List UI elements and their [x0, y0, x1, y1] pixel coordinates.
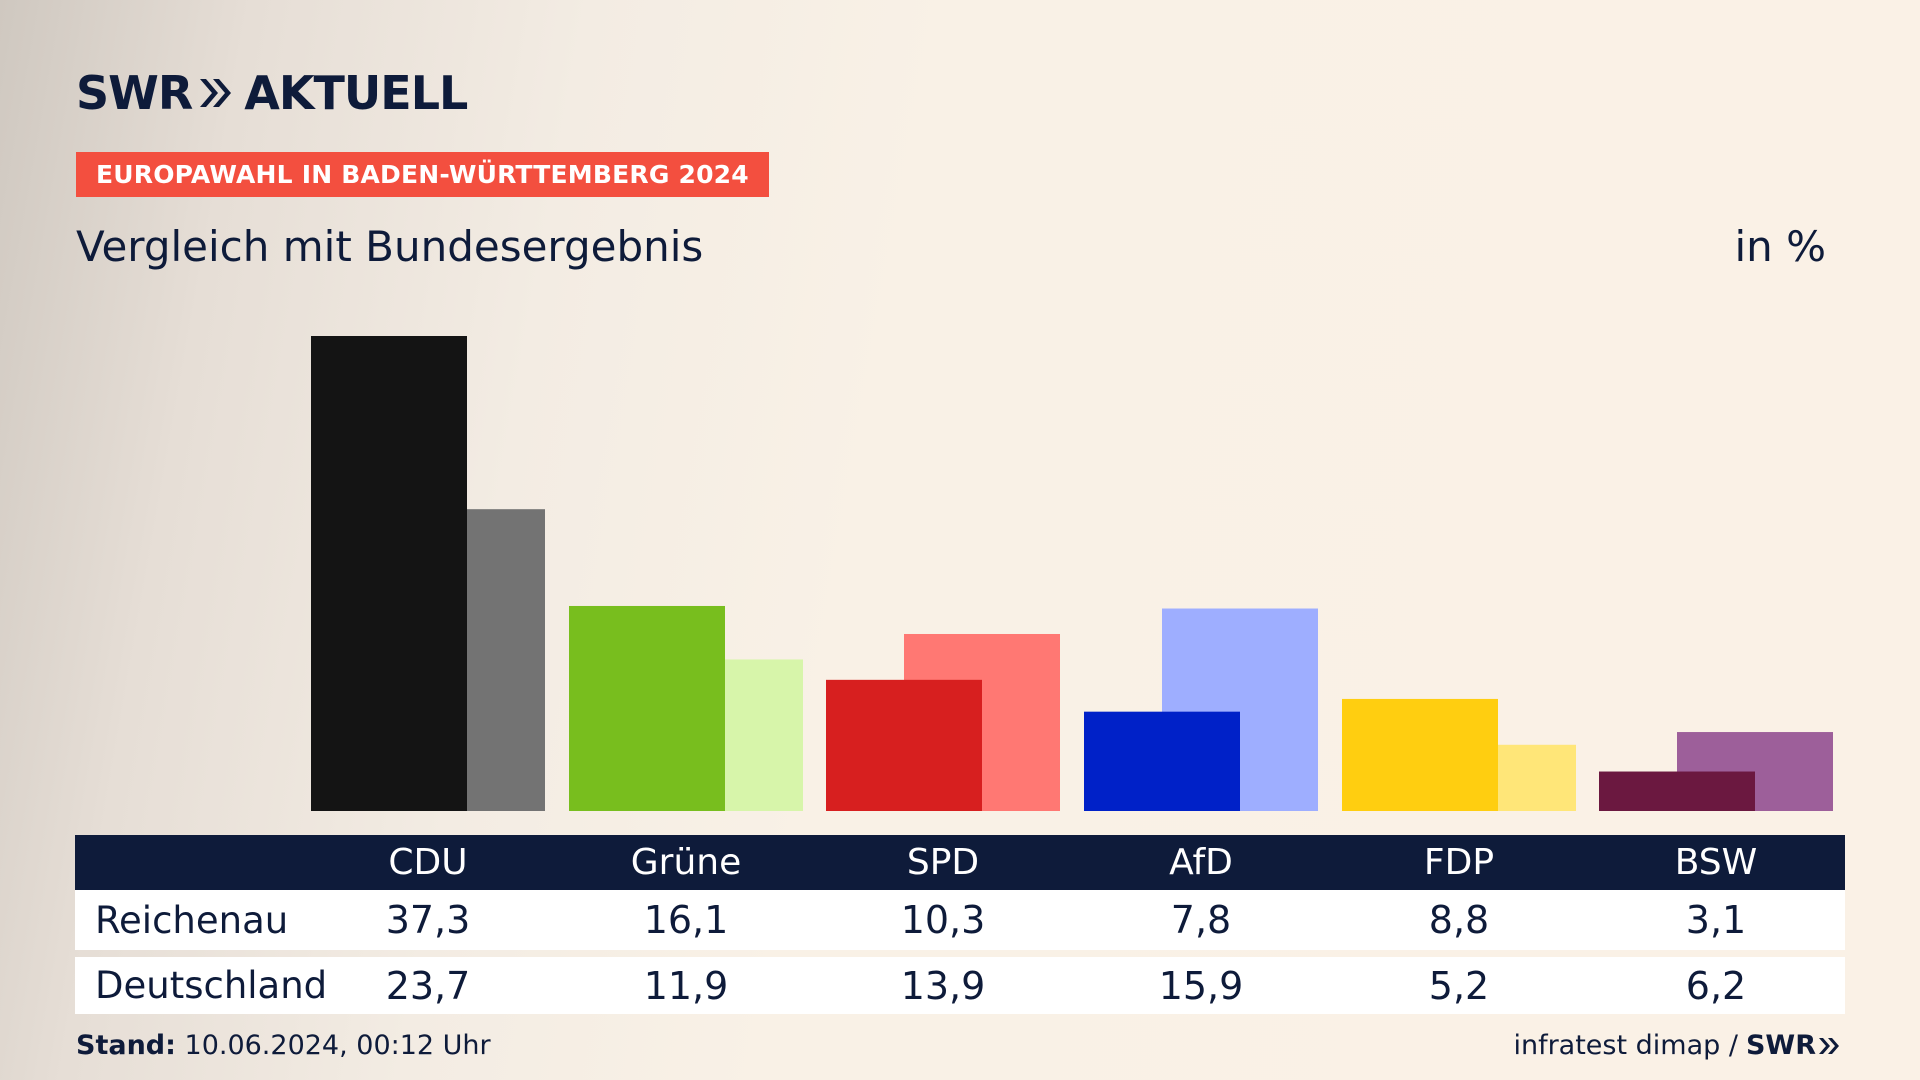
stand-label: Stand: [76, 1030, 176, 1061]
table-cell: 7,8 [1170, 898, 1232, 942]
unit-label: in % [1734, 222, 1826, 271]
small-logo-text: SWR [1745, 1030, 1816, 1061]
table-row: Deutschland 23,7 11,9 13,9 15,9 5,2 6,2 [75, 957, 1845, 1014]
election-tag: EUROPAWAHL IN BADEN-WÜRTTEMBERG 2024 [76, 152, 769, 197]
double-chevron-icon [198, 76, 234, 110]
swr-small-logo: SWR [1746, 1030, 1842, 1061]
swr-aktuell-logo: SWR AKTUELL [76, 66, 468, 120]
table-header: CDU Grüne SPD AfD FDP BSW [75, 835, 1845, 890]
row-label: Deutschland [95, 964, 328, 1007]
table-cell: 5,2 [1428, 963, 1490, 1008]
row-label: Reichenau [95, 898, 289, 942]
bar-reichenau-grüne [569, 605, 725, 811]
column-header: AfD [1169, 842, 1233, 883]
column-header: CDU [388, 842, 468, 883]
double-chevron-icon-small [1819, 1037, 1839, 1054]
table-cell: 13,9 [900, 963, 986, 1008]
bar-reichenau-bsw [1599, 771, 1755, 811]
bar-chart [311, 336, 1833, 811]
logo-aktuell-text: AKTUELL [244, 66, 468, 120]
chart-subtitle: Vergleich mit Bundesergebnis [76, 222, 704, 271]
timestamp: Stand: 10.06.2024, 00:12 Uhr [76, 1030, 491, 1061]
column-header: FDP [1423, 842, 1495, 883]
results-table: CDU Grüne SPD AfD FDP BSW Reichenau 37,3 16,1 10… [75, 835, 1845, 1014]
table-cell: 23,7 [385, 963, 471, 1008]
source-text: infratest dimap / [1513, 1030, 1738, 1061]
table-cell: 3,1 [1685, 898, 1747, 942]
table-cell: 6,2 [1685, 963, 1747, 1008]
column-header: SPD [906, 842, 980, 883]
table-cell: 15,9 [1158, 963, 1244, 1008]
table-cell: 8,8 [1428, 898, 1490, 942]
bar-reichenau-spd [826, 679, 982, 811]
table-cell: 10,3 [900, 898, 986, 942]
column-header: BSW [1674, 842, 1758, 883]
logo-swr-text: SWR [76, 66, 193, 120]
table-cell: 37,3 [385, 898, 471, 942]
source-credit: infratest dimap / SWR [1513, 1030, 1842, 1061]
bar-reichenau-fdp [1342, 698, 1498, 811]
table-cell: 16,1 [643, 898, 729, 942]
table-cell: 11,9 [643, 963, 729, 1008]
stand-value: 10.06.2024, 00:12 Uhr [184, 1030, 491, 1061]
bar-reichenau-afd [1084, 711, 1240, 811]
table-row: Reichenau 37,3 16,1 10,3 7,8 8,8 3,1 [75, 890, 1845, 950]
column-header: Grüne [630, 842, 742, 883]
bar-reichenau-cdu [311, 336, 467, 811]
